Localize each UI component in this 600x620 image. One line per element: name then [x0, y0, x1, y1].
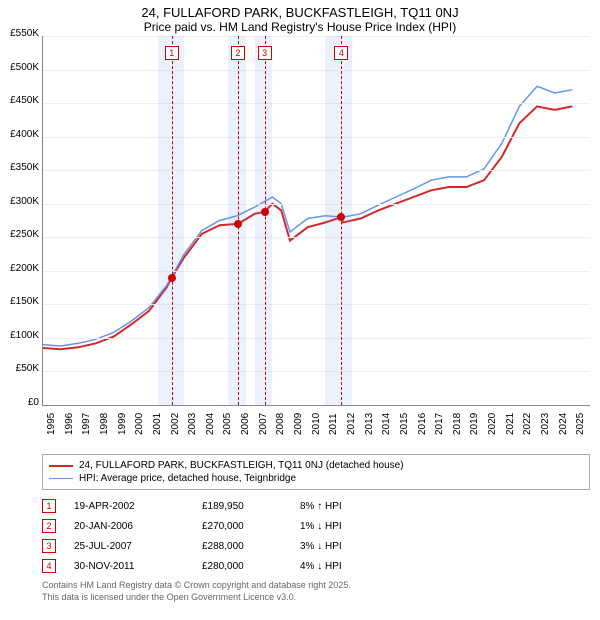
x-tick-label: 2010	[311, 413, 322, 435]
y-tick-label: £550K	[0, 28, 39, 39]
y-tick-label: £150K	[0, 296, 39, 307]
sale-row-marker: 1	[42, 499, 56, 513]
legend-label: HPI: Average price, detached house, Teig…	[79, 473, 296, 484]
footer-line2: This data is licensed under the Open Gov…	[42, 592, 590, 604]
x-axis-labels: 1995 1996 1997 1998 1999 2000 2001 2002 2003 2004…	[43, 405, 590, 443]
footer-line1: Contains HM Land Registry data © Crown c…	[42, 580, 590, 592]
y-tick-label: £50K	[0, 363, 39, 374]
x-tick-label: 2005	[222, 413, 233, 435]
x-tick-label: 2003	[187, 413, 198, 435]
sale-pct: 4% ↓ HPI	[300, 561, 342, 572]
x-tick-label: 2021	[505, 413, 516, 435]
legend-row: HPI: Average price, detached house, Teig…	[49, 472, 583, 485]
y-tick-label: £500K	[0, 62, 39, 73]
legend: 24, FULLAFORD PARK, BUCKFASTLEIGH, TQ11 …	[42, 454, 590, 490]
y-axis-labels: £0£50K£100K£150K£200K£250K£300K£350K£400…	[1, 28, 41, 397]
legend-swatch	[49, 478, 73, 480]
x-tick-label: 2004	[205, 413, 216, 435]
x-tick-label: 2009	[293, 413, 304, 435]
y-tick-label: £450K	[0, 95, 39, 106]
sale-row: 1 19-APR-2002 £189,950 8% ↑ HPI	[42, 496, 590, 516]
sales-table: 1 19-APR-2002 £189,950 8% ↑ HPI 2 20-JAN-2006…	[42, 496, 590, 576]
sale-row-marker: 4	[42, 559, 56, 573]
sale-date: 19-APR-2002	[74, 501, 184, 512]
legend-row: 24, FULLAFORD PARK, BUCKFASTLEIGH, TQ11 …	[49, 459, 583, 472]
sale-row: 3 25-JUL-2007 £288,000 3% ↓ HPI	[42, 536, 590, 556]
x-tick-label: 1996	[64, 413, 75, 435]
x-tick-label: 2001	[152, 413, 163, 435]
chart-lines	[43, 36, 590, 405]
y-tick-label: £300K	[0, 196, 39, 207]
sale-marker-line	[172, 36, 173, 405]
x-tick-label: 2008	[275, 413, 286, 435]
x-tick-label: 2024	[558, 413, 569, 435]
sale-point-dot	[261, 208, 269, 216]
y-tick-label: £200K	[0, 263, 39, 274]
legend-swatch	[49, 465, 73, 467]
x-tick-label: 2014	[381, 413, 392, 435]
y-tick-label: £0	[0, 397, 39, 408]
x-tick-label: 1999	[117, 413, 128, 435]
sale-row-marker: 2	[42, 519, 56, 533]
sale-date: 20-JAN-2006	[74, 521, 184, 532]
sale-marker-box: 2	[231, 46, 245, 60]
sale-pct: 8% ↑ HPI	[300, 501, 342, 512]
footer: Contains HM Land Registry data © Crown c…	[42, 580, 590, 603]
x-tick-label: 2006	[240, 413, 251, 435]
sale-point-dot	[234, 220, 242, 228]
sale-point-dot	[337, 213, 345, 221]
sale-row: 4 30-NOV-2011 £280,000 4% ↓ HPI	[42, 556, 590, 576]
x-tick-label: 2016	[417, 413, 428, 435]
y-tick-label: £350K	[0, 162, 39, 173]
sale-marker-line	[265, 36, 266, 405]
x-tick-label: 2022	[522, 413, 533, 435]
y-tick-label: £100K	[0, 330, 39, 341]
x-tick-label: 2018	[452, 413, 463, 435]
sale-row-marker: 3	[42, 539, 56, 553]
series-line-hpi	[43, 86, 572, 346]
x-tick-label: 1998	[99, 413, 110, 435]
y-tick-label: £250K	[0, 229, 39, 240]
highlight-band	[255, 36, 273, 405]
sale-marker-box: 3	[258, 46, 272, 60]
sale-price: £288,000	[202, 541, 282, 552]
x-tick-label: 1997	[81, 413, 92, 435]
x-tick-label: 2025	[575, 413, 586, 435]
sale-price: £280,000	[202, 561, 282, 572]
sale-point-dot	[168, 274, 176, 282]
x-tick-label: 2000	[134, 413, 145, 435]
sale-row: 2 20-JAN-2006 £270,000 1% ↓ HPI	[42, 516, 590, 536]
x-tick-label: 2020	[487, 413, 498, 435]
x-tick-label: 2017	[434, 413, 445, 435]
series-line-price_paid	[43, 106, 572, 349]
y-tick-label: £400K	[0, 129, 39, 140]
sale-marker-box: 1	[165, 46, 179, 60]
x-tick-label: 2019	[469, 413, 480, 435]
sale-pct: 1% ↓ HPI	[300, 521, 342, 532]
sale-pct: 3% ↓ HPI	[300, 541, 342, 552]
x-tick-label: 2002	[170, 413, 181, 435]
chart-subtitle: Price paid vs. HM Land Registry's House …	[0, 20, 600, 34]
x-tick-label: 2012	[346, 413, 357, 435]
sale-price: £189,950	[202, 501, 282, 512]
sale-marker-box: 4	[334, 46, 348, 60]
sale-date: 25-JUL-2007	[74, 541, 184, 552]
x-tick-label: 1995	[46, 413, 57, 435]
sale-price: £270,000	[202, 521, 282, 532]
x-tick-label: 2013	[364, 413, 375, 435]
x-tick-label: 2023	[540, 413, 551, 435]
chart-title: 24, FULLAFORD PARK, BUCKFASTLEIGH, TQ11 …	[0, 5, 600, 20]
title-block: 24, FULLAFORD PARK, BUCKFASTLEIGH, TQ11 …	[0, 0, 600, 36]
sale-date: 30-NOV-2011	[74, 561, 184, 572]
chart-plot-area: £0£50K£100K£150K£200K£250K£300K£350K£400…	[42, 36, 590, 406]
legend-label: 24, FULLAFORD PARK, BUCKFASTLEIGH, TQ11 …	[79, 460, 404, 471]
x-tick-label: 2011	[328, 413, 339, 435]
x-tick-label: 2015	[399, 413, 410, 435]
x-tick-label: 2007	[258, 413, 269, 435]
